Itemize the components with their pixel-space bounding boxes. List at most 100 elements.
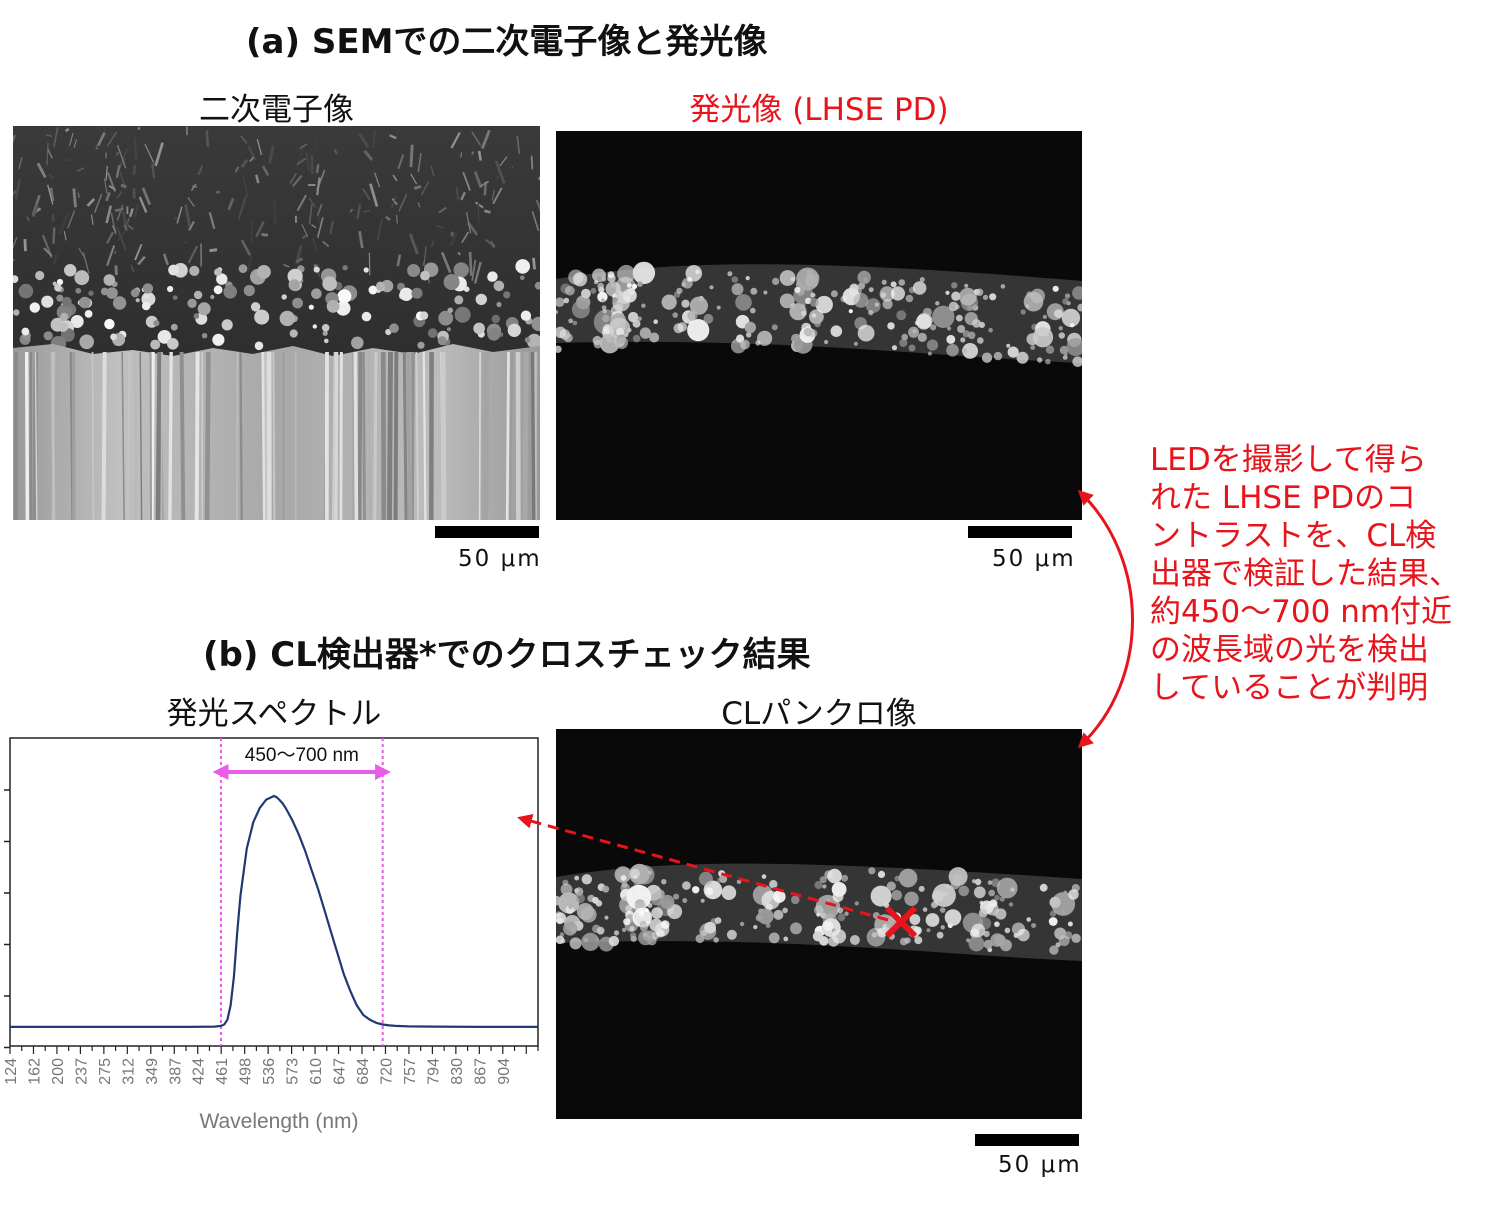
sem-particle xyxy=(29,302,40,313)
grain xyxy=(978,908,988,918)
scale-bar-2 xyxy=(968,526,1072,538)
band-label: 450～700 nm xyxy=(245,745,359,766)
sem-ridge xyxy=(13,237,18,249)
grain xyxy=(1037,357,1043,363)
sem-particle xyxy=(56,294,64,302)
grain xyxy=(628,311,639,323)
sem-particle xyxy=(223,285,237,299)
sem-ridge xyxy=(13,190,17,196)
grain xyxy=(946,344,959,357)
grain xyxy=(854,901,859,906)
grain xyxy=(814,320,821,328)
sem-ridge xyxy=(116,191,123,199)
sem-particle xyxy=(453,262,469,278)
grain xyxy=(973,886,986,899)
grain xyxy=(1067,921,1073,927)
sem-particle xyxy=(143,292,151,300)
sem-particle xyxy=(351,336,364,350)
spectrum-chart: 124 162 200 237 275 312 349 387 424 461 498 536 573 6… xyxy=(3,737,539,1133)
grain xyxy=(975,288,984,296)
sem-particle xyxy=(13,275,19,283)
sem-ridge xyxy=(36,162,47,179)
sem-ridge xyxy=(308,203,313,225)
sem-ridge xyxy=(105,191,111,202)
sem-particle xyxy=(399,287,413,301)
sem-ridge xyxy=(49,187,55,202)
grain xyxy=(795,340,801,346)
sem-column xyxy=(334,351,339,520)
grain xyxy=(890,281,897,288)
sem-particle xyxy=(74,270,90,286)
sem-ridge xyxy=(52,253,58,265)
grain xyxy=(994,934,1006,946)
sem-particle xyxy=(257,265,271,279)
sem-ridge xyxy=(46,134,53,138)
grain xyxy=(830,325,843,337)
sem-particle xyxy=(287,268,303,284)
grain xyxy=(623,918,631,926)
sem-ridge xyxy=(479,180,490,188)
grain xyxy=(962,343,978,359)
grain xyxy=(916,314,932,330)
cross-mark-icon xyxy=(884,905,918,939)
x-tick-label: 610 xyxy=(308,1058,325,1085)
grain xyxy=(848,309,853,314)
sem-ridge xyxy=(460,152,462,158)
grain xyxy=(1063,352,1068,357)
grain xyxy=(935,301,940,306)
sem-ridge xyxy=(63,230,67,241)
cl-panchro-image xyxy=(556,729,1082,1119)
grain xyxy=(651,907,663,919)
grain xyxy=(865,298,881,314)
sem-particle xyxy=(526,333,540,349)
sem-ridge xyxy=(363,149,374,161)
sem-column xyxy=(534,351,537,520)
grain xyxy=(746,332,752,338)
sem-ridge xyxy=(105,205,113,224)
sem-column xyxy=(179,351,186,520)
grain xyxy=(1017,928,1030,942)
sem-ridge xyxy=(410,173,418,185)
grain xyxy=(922,907,928,912)
grain xyxy=(958,885,970,897)
grain xyxy=(597,276,603,282)
grain xyxy=(946,334,956,344)
grain xyxy=(816,912,821,917)
sem-particle xyxy=(534,281,540,290)
grain xyxy=(1058,332,1065,339)
grain xyxy=(962,330,970,338)
sem-ridge xyxy=(430,165,435,177)
sem-ridge xyxy=(470,151,475,156)
grain xyxy=(630,935,637,942)
grain xyxy=(1077,303,1082,312)
sem-ridge xyxy=(468,251,473,276)
grain xyxy=(772,277,780,285)
sem-ridge xyxy=(316,177,321,196)
sem-ridge xyxy=(423,246,427,265)
grain xyxy=(574,875,580,881)
sem-ridge xyxy=(440,251,452,274)
sem-ridge xyxy=(291,174,303,187)
section-b-title: (b) CL検出器*でのクロスチェック結果 xyxy=(203,635,811,675)
grain xyxy=(782,907,788,914)
grain xyxy=(695,269,700,275)
grain xyxy=(700,898,705,903)
sem-particle xyxy=(493,280,505,292)
sem-ridge xyxy=(103,178,108,194)
x-tick-label: 124 xyxy=(3,1058,20,1085)
sem-ridge xyxy=(111,225,117,233)
sem-ridge xyxy=(227,197,235,211)
sem-particle xyxy=(61,296,72,307)
grain xyxy=(661,294,677,310)
x-tick-label: 830 xyxy=(449,1058,466,1085)
sem-ridge xyxy=(242,177,249,198)
grain xyxy=(687,319,710,342)
sem-ridge xyxy=(461,231,470,244)
grain xyxy=(853,293,869,308)
sem-ridge xyxy=(256,139,263,156)
grain xyxy=(769,880,778,889)
grain xyxy=(803,327,813,337)
grain xyxy=(632,334,641,343)
x-tick-label: 162 xyxy=(26,1058,43,1085)
sem-ridge xyxy=(473,171,483,189)
